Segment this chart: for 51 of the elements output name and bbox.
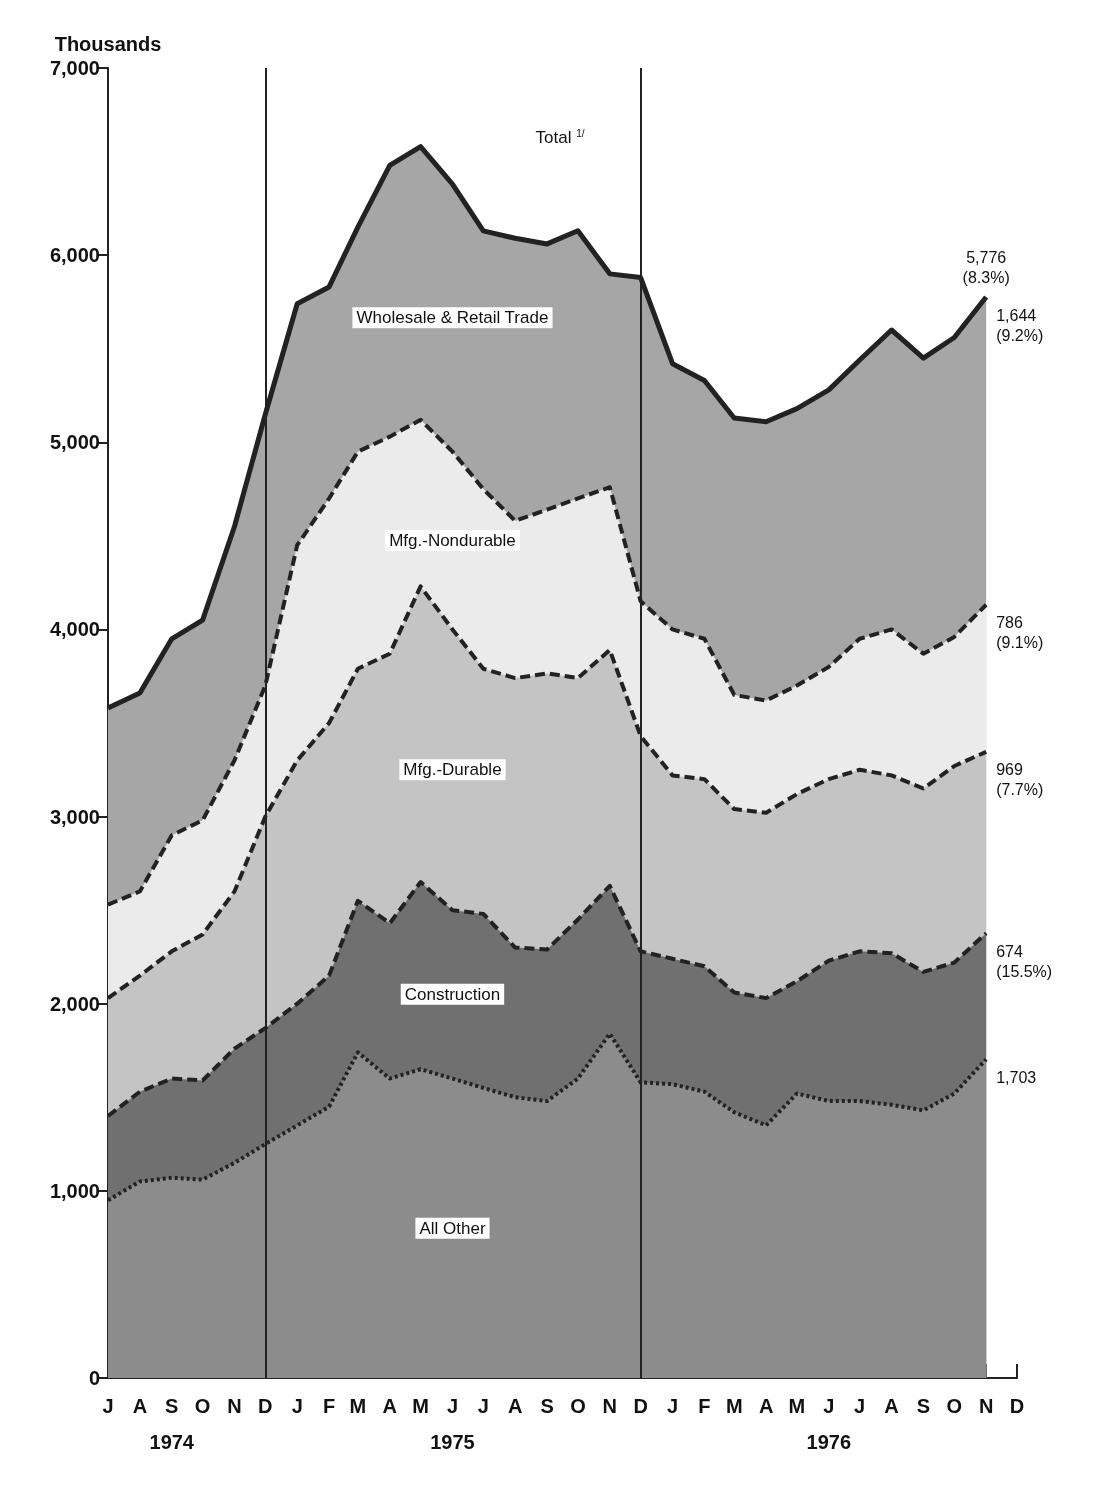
data-label: 786 (9.1%) [996, 614, 1044, 652]
annotation: 5,776 (8.3%) [962, 248, 1010, 286]
x-tick-label: N [978, 1395, 994, 1417]
x-tick-label: D [258, 1395, 273, 1417]
y-tick-label: 3,000 [49, 805, 100, 828]
series-label: All Other [419, 1218, 486, 1238]
x-tick-label: O [194, 1395, 211, 1417]
x-tick-label: A [884, 1395, 899, 1417]
series-label: Mfg.-Durable [403, 760, 502, 780]
x-tick-label: J [102, 1395, 114, 1417]
x-tick-label: S [916, 1395, 931, 1417]
y-tick-label: 5,000 [49, 431, 100, 454]
x-tick-label: F [698, 1395, 711, 1417]
series-label: Construction [404, 984, 501, 1004]
x-tick-label: N [227, 1395, 242, 1417]
data-label: 1,644 (9.2%) [996, 306, 1044, 344]
x-tick-label: O [946, 1395, 963, 1417]
x-tick-label: J [291, 1395, 303, 1417]
series-label: Mfg.-Nondurable [389, 531, 516, 551]
x-tick-label: J [666, 1395, 679, 1417]
x-tick-label: A [132, 1395, 148, 1417]
x-tick-label: N [602, 1395, 618, 1417]
y-tick-label: 0 [88, 1367, 100, 1389]
annotation: Total 1/ [535, 127, 585, 147]
y-tick-label: 1,000 [49, 1179, 100, 1202]
series-label: Wholesale & Retail Trade [356, 308, 549, 328]
x-tick-label: A [758, 1395, 774, 1417]
y-tick-label: 2,000 [49, 992, 100, 1015]
x-tick-label: M [725, 1395, 743, 1417]
x-tick-label: O [570, 1395, 586, 1417]
x-tick-label: D [633, 1395, 648, 1417]
y-tick-label: 4,000 [49, 618, 100, 641]
x-tick-label: J [477, 1395, 489, 1417]
x-tick-label: S 1974 [149, 1395, 195, 1453]
y-axis-title: Thousands [54, 33, 162, 55]
x-tick-label: S [540, 1395, 554, 1417]
x-tick-label: J [854, 1395, 866, 1417]
y-tick-label: 7,000 [49, 57, 100, 79]
data-label: 969 (7.7%) [996, 761, 1044, 799]
x-tick-label: M [412, 1395, 429, 1417]
x-tick-label: A [507, 1395, 523, 1417]
x-tick-label: F [322, 1395, 336, 1417]
x-tick-label: J 1976 [806, 1395, 852, 1453]
data-label: 1,703 [996, 1068, 1037, 1086]
x-tick-label: D [1009, 1395, 1025, 1417]
y-tick-label: 6,000 [49, 244, 100, 267]
data-label: 674 (15.5%) [996, 942, 1053, 980]
x-tick-label: M [349, 1395, 367, 1417]
x-tick-label: A [382, 1395, 397, 1417]
x-tick-label: J 1975 [430, 1395, 475, 1453]
x-tick-label: M [788, 1395, 806, 1417]
